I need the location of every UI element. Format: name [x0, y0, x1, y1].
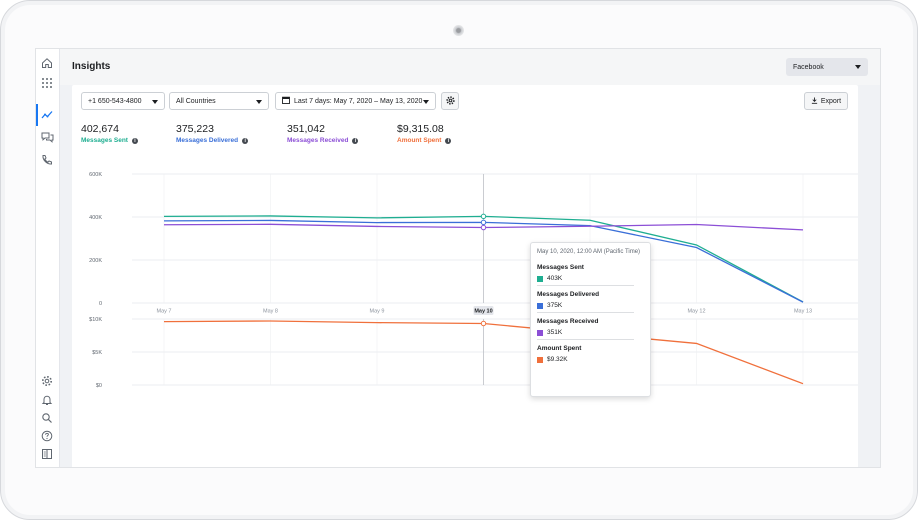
info-icon[interactable]: i	[445, 137, 452, 144]
x-tick-label: May 9	[370, 309, 385, 315]
y-tick-label: 600K	[89, 172, 102, 178]
x-tick-label: May 8	[263, 309, 278, 315]
stat-label: Amount Spent	[397, 137, 442, 144]
panel-toggle-icon[interactable]	[40, 447, 54, 461]
y-tick-label: 0	[99, 301, 102, 307]
chart-tooltip: May 10, 2020, 12:00 AM (Pacific Time) Me…	[530, 242, 651, 397]
tooltip-divider	[537, 339, 634, 340]
export-label: Export	[820, 97, 842, 105]
x-tick-label: May 12	[687, 309, 705, 315]
hover-point	[480, 213, 487, 220]
tooltip-date: May 10, 2020, 12:00 AM (Pacific Time)	[537, 249, 641, 255]
y-tick-label: 200K	[89, 258, 102, 264]
date-range-picker[interactable]: Last 7 days: May 7, 2020 – May 13, 2020	[275, 92, 436, 110]
apps-grid-icon[interactable]	[40, 76, 54, 90]
x-tick-label: May 13	[794, 309, 812, 315]
help-icon[interactable]	[40, 429, 54, 443]
tooltip-item: Messages Delivered 375K	[537, 291, 646, 309]
page-title: Insights	[72, 61, 111, 72]
y-tick-label: $10K	[89, 317, 102, 323]
chevron-down-icon	[423, 100, 429, 104]
x-tick-highlight	[473, 306, 494, 315]
chevron-down-icon	[152, 100, 158, 104]
stat-label: Messages Delivered	[176, 137, 239, 144]
tooltip-item-name: Messages Sent	[537, 264, 584, 271]
x-tick-label: May 10	[474, 309, 492, 315]
date-range-value: Last 7 days: May 7, 2020 – May 13, 2020	[294, 97, 423, 105]
tooltip-item: Messages Received 351K	[537, 318, 646, 336]
settings-icon[interactable]	[40, 374, 54, 388]
tooltip-item-value: 351K	[547, 329, 563, 336]
tooltip-item-value: $9.32K	[547, 356, 568, 363]
bell-icon[interactable]	[40, 393, 54, 407]
chevron-down-icon	[855, 65, 861, 69]
stat-messages-delivered: 375,223 Messages Delivered i	[176, 123, 249, 144]
stat-messages-sent: 402,674 Messages Sent i	[81, 123, 138, 144]
hover-point	[480, 320, 487, 327]
stat-value: 351,042	[287, 123, 325, 135]
info-icon[interactable]: i	[242, 137, 249, 144]
calendar-icon	[282, 96, 290, 106]
chart-settings-button[interactable]	[441, 92, 459, 110]
legend-swatch	[537, 302, 543, 309]
y-tick-label: 400K	[89, 215, 102, 221]
camera-lens	[453, 25, 464, 36]
tooltip-item-name: Amount Spent	[537, 345, 582, 352]
y-tick-label: $5K	[92, 350, 102, 356]
insights-panel: +1 650-543-4800 All Countries Last 7 day…	[72, 85, 858, 467]
insights-icon[interactable]	[36, 104, 54, 126]
chevron-down-icon	[256, 100, 262, 104]
tooltip-divider	[537, 312, 634, 313]
tooltip-item-value: 375K	[547, 302, 563, 309]
y-tick-label: $0	[96, 383, 102, 389]
x-tick-label: May 7	[157, 309, 172, 315]
page-header: Insights Facebook	[60, 49, 880, 85]
tooltip-divider	[537, 285, 634, 286]
tooltip-item-value: 403K	[547, 275, 563, 282]
country-dropdown[interactable]: All Countries	[169, 92, 269, 110]
legend-swatch	[537, 275, 543, 282]
tooltip-item: Messages Sent 403K	[537, 264, 646, 282]
hover-point	[480, 224, 487, 231]
phone-number-dropdown[interactable]: +1 650-543-4800	[81, 92, 165, 110]
legend-swatch	[537, 356, 543, 363]
tooltip-item-name: Messages Delivered	[537, 291, 600, 298]
legend-swatch	[537, 329, 543, 336]
search-icon[interactable]	[40, 411, 54, 425]
platform-dropdown[interactable]: Facebook	[786, 58, 868, 76]
left-nav-rail	[36, 49, 60, 467]
info-icon[interactable]: i	[131, 137, 138, 144]
stat-label: Messages Received	[287, 137, 349, 144]
stat-value: $9,315.08	[397, 123, 444, 135]
tooltip-item: Amount Spent $9.32K	[537, 345, 646, 363]
phone-icon[interactable]	[40, 153, 54, 167]
info-icon[interactable]: i	[352, 137, 359, 144]
stat-amount-spent: $9,315.08 Amount Spent i	[397, 123, 452, 144]
app-screen: Insights Facebook +1 650-543-4800 All Co…	[35, 48, 881, 468]
country-value: All Countries	[176, 97, 216, 105]
export-button[interactable]: Export	[804, 92, 848, 110]
stat-value: 402,674	[81, 123, 119, 135]
platform-dropdown-value: Facebook	[793, 63, 824, 71]
download-icon	[811, 96, 818, 106]
stat-messages-received: 351,042 Messages Received i	[287, 123, 359, 144]
home-icon[interactable]	[40, 56, 54, 70]
tooltip-item-name: Messages Received	[537, 318, 599, 325]
gear-icon	[445, 92, 455, 110]
stat-value: 375,223	[176, 123, 214, 135]
phone-number-value: +1 650-543-4800	[88, 97, 142, 105]
stat-label: Messages Sent	[81, 137, 128, 144]
chat-icon[interactable]	[40, 130, 54, 144]
hover-point	[480, 219, 487, 226]
